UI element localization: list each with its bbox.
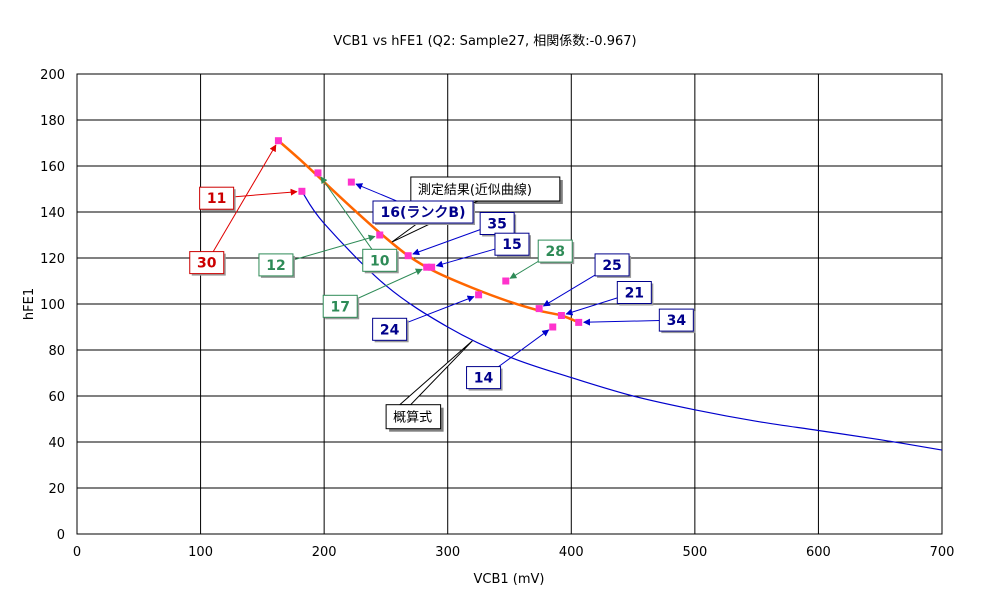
y-tick-label: 40: [48, 436, 65, 451]
plot-area: [76, 73, 943, 535]
y-tick-label: 20: [48, 482, 65, 497]
label-arrow: [357, 268, 423, 300]
point-label: 17: [330, 299, 349, 315]
data-point: [502, 277, 510, 285]
label-arrow: [542, 274, 596, 307]
label-arrow: [233, 188, 298, 198]
point-label: 12: [266, 258, 285, 274]
x-axis-label: VCB1 (mV): [474, 572, 545, 587]
data-point: [376, 231, 384, 239]
label-arrow: [498, 329, 550, 368]
label-box: [362, 248, 398, 272]
label-box: [189, 251, 225, 275]
y-tick-label: 100: [40, 298, 65, 313]
x-tick-label: 500: [682, 545, 707, 560]
point-label: 11: [207, 191, 226, 207]
label-box: [616, 281, 652, 304]
data-point: [423, 263, 431, 271]
x-tick-label: 700: [930, 545, 955, 560]
grid: [77, 74, 942, 534]
label-arrow: [435, 248, 496, 268]
point-label: 14: [474, 371, 494, 387]
y-tick-label: 180: [40, 114, 65, 129]
point-label: 16(ランクB): [381, 205, 466, 221]
y-tick-label: 80: [48, 344, 65, 359]
label-arrow: [320, 176, 373, 250]
point-label: 35: [487, 217, 506, 233]
label-arrow: [212, 144, 277, 252]
y-tick-label: 60: [48, 390, 65, 405]
y-axis-label: hFE1: [22, 288, 37, 320]
curves: [277, 139, 943, 451]
label-box: [537, 239, 573, 263]
points: [274, 137, 583, 331]
label-box: [322, 294, 358, 318]
x-tick-label: 0: [73, 545, 81, 560]
data-point: [347, 178, 355, 186]
label-arrow: [509, 260, 539, 279]
chart-title: VCB1 vs hFE1 (Q2: Sample27, 相関係数:-0.967): [333, 34, 636, 49]
label-arrow: [292, 234, 376, 261]
point-label: 30: [197, 256, 217, 272]
y-tick-label: 140: [40, 206, 65, 221]
data-point: [535, 305, 543, 313]
point-label: 25: [602, 258, 621, 274]
data-point: [314, 169, 322, 177]
data-point: [274, 137, 282, 145]
point-label: 10: [370, 253, 390, 269]
x-tick-label: 200: [312, 545, 337, 560]
data-point: [428, 263, 436, 271]
y-tick-label: 120: [40, 252, 65, 267]
x-tick-label: 400: [559, 545, 584, 560]
label-box: [199, 186, 235, 210]
label-box: [494, 232, 530, 256]
y-axis-ticks: 0 20 40 60 80 100 120 140 160 180 200: [40, 68, 65, 543]
callout-text: 測定結果(近似曲線): [418, 182, 532, 198]
label-box: [658, 308, 694, 332]
callout-box: [410, 176, 561, 202]
data-point: [549, 323, 557, 331]
data-point: [298, 187, 306, 195]
point-label: 15: [502, 237, 521, 253]
data-point: [404, 252, 412, 260]
label-box: [466, 366, 502, 390]
label-arrow: [412, 229, 481, 256]
x-axis-ticks: 0 100 200 300 400 500 600 700: [73, 545, 955, 560]
y-tick-label: 160: [40, 160, 65, 175]
label-box: [372, 200, 474, 224]
label-arrow: [565, 297, 618, 316]
x-tick-label: 300: [435, 545, 460, 560]
point-label: 34: [667, 313, 687, 329]
label-box: [258, 253, 294, 277]
data-point: [475, 291, 483, 299]
label-arrow: [355, 183, 397, 202]
point-label: 28: [545, 244, 564, 260]
callout-text: 概算式: [393, 411, 432, 426]
x-tick-label: 600: [806, 545, 831, 560]
point-label: 24: [380, 322, 400, 338]
y-tick-label: 200: [40, 68, 65, 83]
label-arrow: [406, 295, 475, 324]
point-label: 21: [625, 286, 644, 302]
series-line: [301, 190, 943, 451]
y-tick-label: 0: [57, 528, 65, 543]
data-point: [557, 312, 565, 319]
label-arrow: [582, 318, 660, 326]
data-point: [575, 318, 583, 326]
x-tick-label: 100: [188, 545, 213, 560]
label-box: [594, 253, 630, 277]
label-box: [372, 317, 408, 341]
callout-box: [385, 404, 442, 430]
